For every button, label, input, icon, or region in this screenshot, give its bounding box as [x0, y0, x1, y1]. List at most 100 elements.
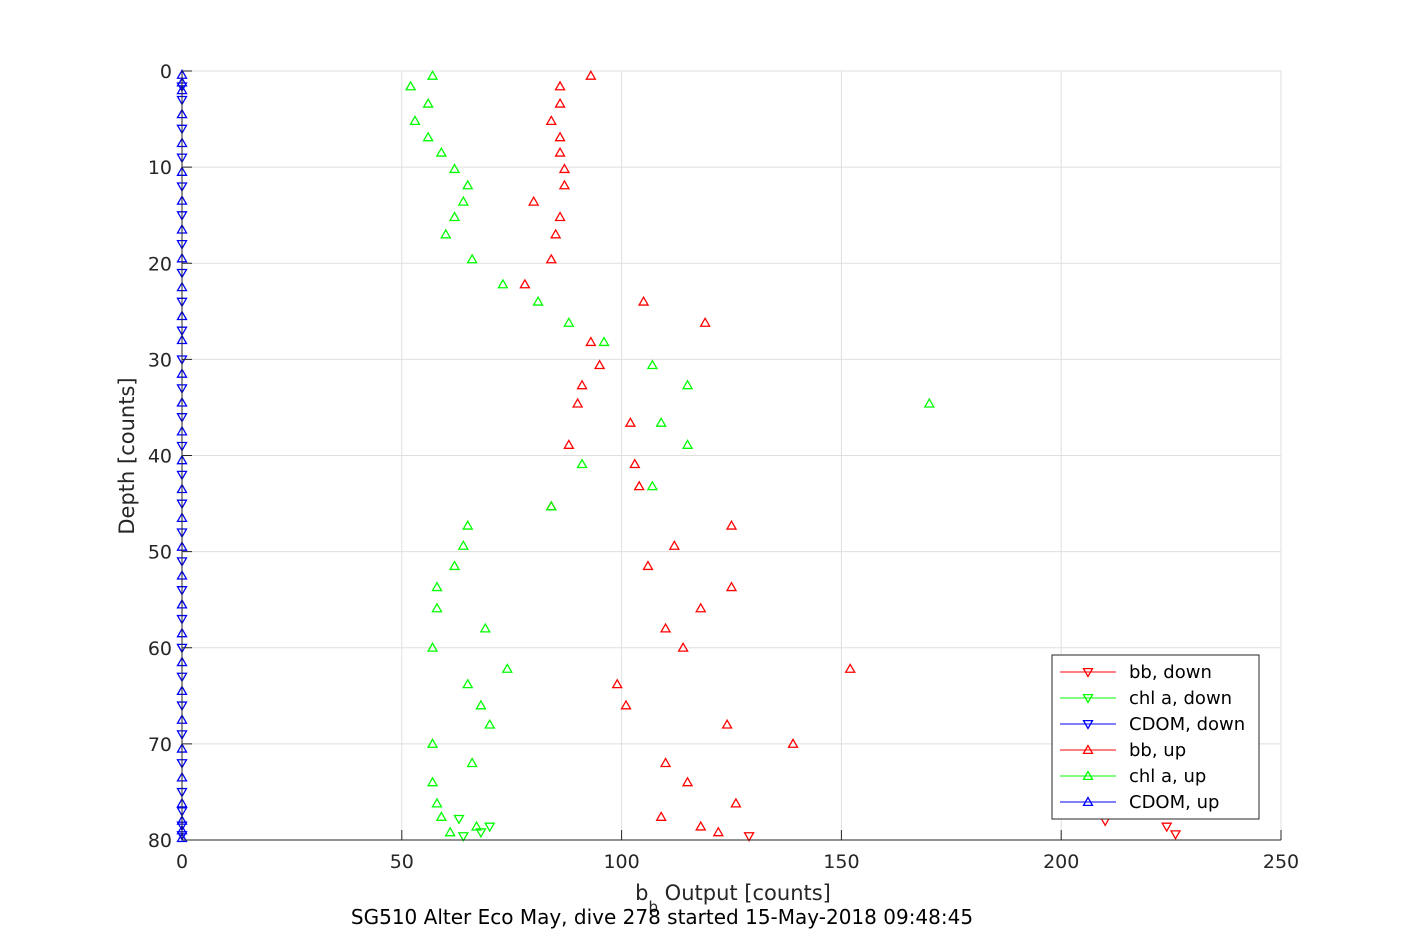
legend-marker [1082, 744, 1094, 755]
y-axis-ticks: 0 10 20 30 40 50 60 70 80 [148, 61, 192, 852]
data-point [721, 718, 733, 729]
data-point [585, 336, 597, 347]
data-point [475, 699, 487, 710]
data-point [457, 195, 469, 206]
data-point [426, 776, 439, 787]
data-point [699, 317, 711, 327]
y-tick-label: 20 [148, 253, 172, 275]
legend-item: chl a, up [1060, 766, 1206, 787]
data-point [681, 439, 694, 449]
data-point [404, 80, 417, 91]
data-point [466, 253, 478, 264]
data-point [422, 97, 434, 108]
data-point [426, 738, 439, 748]
data-point [457, 832, 469, 842]
figure-caption: SG510 Alter Eco May, dive 278 started 15… [351, 905, 973, 929]
data-point [554, 146, 566, 157]
data-point [695, 602, 707, 613]
data-point [431, 797, 443, 808]
data-point [712, 826, 724, 837]
y-tick-label: 10 [148, 157, 172, 179]
data-point [554, 80, 566, 91]
data-point [576, 379, 588, 390]
data-point [659, 757, 672, 768]
data-point [554, 131, 566, 142]
data-point [550, 228, 562, 239]
x-axis-label-rest: Output [counts] [658, 881, 831, 905]
data-point [563, 317, 575, 327]
x-axis-label-subscript: b [648, 898, 658, 916]
data-point [448, 560, 461, 571]
data-point [655, 417, 667, 427]
x-tick-label: 250 [1263, 851, 1299, 873]
data-point [624, 417, 637, 427]
data-point [646, 480, 658, 491]
y-tick-label: 40 [148, 446, 172, 468]
data-point [585, 69, 597, 80]
data-point [448, 211, 461, 222]
data-point [422, 131, 434, 142]
data-point [444, 826, 456, 837]
data-point [440, 228, 452, 239]
y-tick-label: 70 [148, 734, 172, 756]
data-point [611, 678, 623, 689]
data-point [681, 379, 694, 390]
data-point [1161, 822, 1173, 833]
data-point [593, 359, 606, 370]
y-tick-label: 50 [148, 542, 172, 564]
x-tick-label: 0 [176, 851, 188, 873]
series-3 [519, 69, 856, 837]
x-tick-label: 200 [1043, 851, 1079, 873]
legend-marker [1082, 719, 1094, 730]
data-point [563, 439, 575, 449]
data-point [431, 581, 443, 592]
x-axis-label-main: b [635, 881, 648, 905]
data-point [435, 146, 447, 157]
legend-item: bb, down [1060, 662, 1212, 683]
data-point [633, 480, 645, 491]
x-tick-label: 100 [603, 851, 639, 873]
data-point [453, 814, 465, 825]
data-point [1169, 830, 1182, 841]
data-point [545, 500, 557, 511]
y-tick-label: 30 [148, 349, 172, 371]
data-point [554, 97, 566, 108]
data-point [695, 820, 707, 831]
data-point [528, 195, 540, 206]
series-4 [404, 69, 935, 837]
data-point [426, 69, 439, 80]
legend-marker [1082, 667, 1094, 678]
legend-item: chl a, down [1060, 688, 1232, 709]
legend-marker [1082, 796, 1094, 807]
legend-label: CDOM, down [1129, 714, 1245, 735]
data-point [787, 738, 799, 748]
data-point [668, 540, 680, 550]
data-point [462, 519, 474, 530]
data-point [470, 820, 483, 831]
data-point [572, 397, 584, 408]
data-point [598, 336, 610, 347]
data-point [637, 295, 650, 306]
legend-label: bb, down [1129, 662, 1212, 683]
legend-marker [1082, 770, 1094, 781]
y-axis-label: Depth [counts] [115, 377, 139, 534]
data-point [457, 540, 469, 550]
x-axis-label: bb Output [counts] [635, 881, 831, 916]
x-tick-label: 50 [390, 851, 414, 873]
legend-label: chl a, down [1129, 688, 1232, 709]
data-point [479, 622, 491, 633]
data-point [462, 678, 474, 689]
series-0 [743, 816, 1182, 842]
data-point [655, 811, 667, 821]
legend-item: bb, up [1060, 740, 1186, 761]
legend-label: bb, up [1129, 740, 1186, 761]
legend-item: CDOM, up [1060, 792, 1219, 813]
data-point [558, 179, 571, 190]
y-tick-label: 0 [160, 61, 172, 83]
x-tick-label: 150 [823, 851, 859, 873]
data-point [646, 359, 658, 370]
x-axis-ticks: 0 50 100 150 200 250 [176, 830, 1299, 873]
data-point [484, 718, 496, 729]
data-point [462, 179, 474, 190]
data-point [558, 163, 571, 174]
